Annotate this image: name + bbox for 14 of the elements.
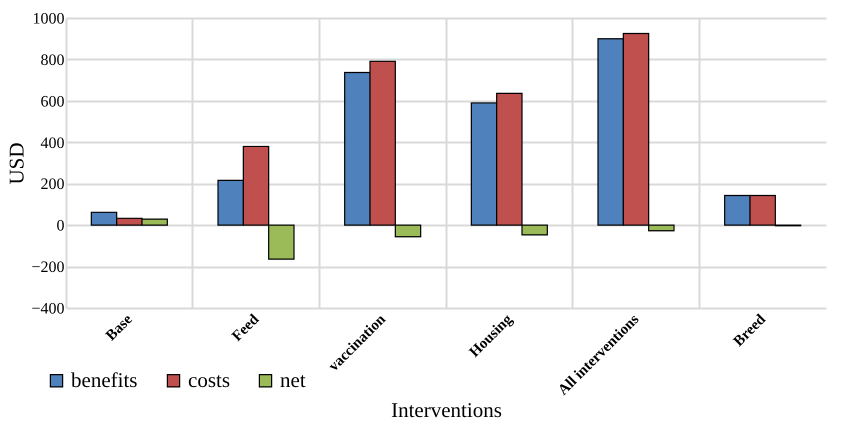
- y-tick-label: 800: [40, 52, 64, 69]
- y-tick-label: −200: [31, 259, 64, 276]
- y-tick-label: 1000: [32, 10, 64, 28]
- y-tick-label: −400: [31, 300, 64, 318]
- x-tick-label: Base: [103, 311, 136, 344]
- legend-label: benefits: [71, 368, 138, 392]
- legend-label: costs: [188, 368, 230, 392]
- y-tick-label: 600: [40, 93, 64, 110]
- x-axis-title: Interventions: [391, 398, 502, 422]
- y-tick-label: 0: [56, 218, 64, 235]
- y-tick-label: 400: [40, 134, 64, 152]
- y-axis-title: USD: [4, 142, 28, 185]
- y-tick-label: 200: [40, 176, 64, 194]
- legend-label: net: [280, 368, 306, 392]
